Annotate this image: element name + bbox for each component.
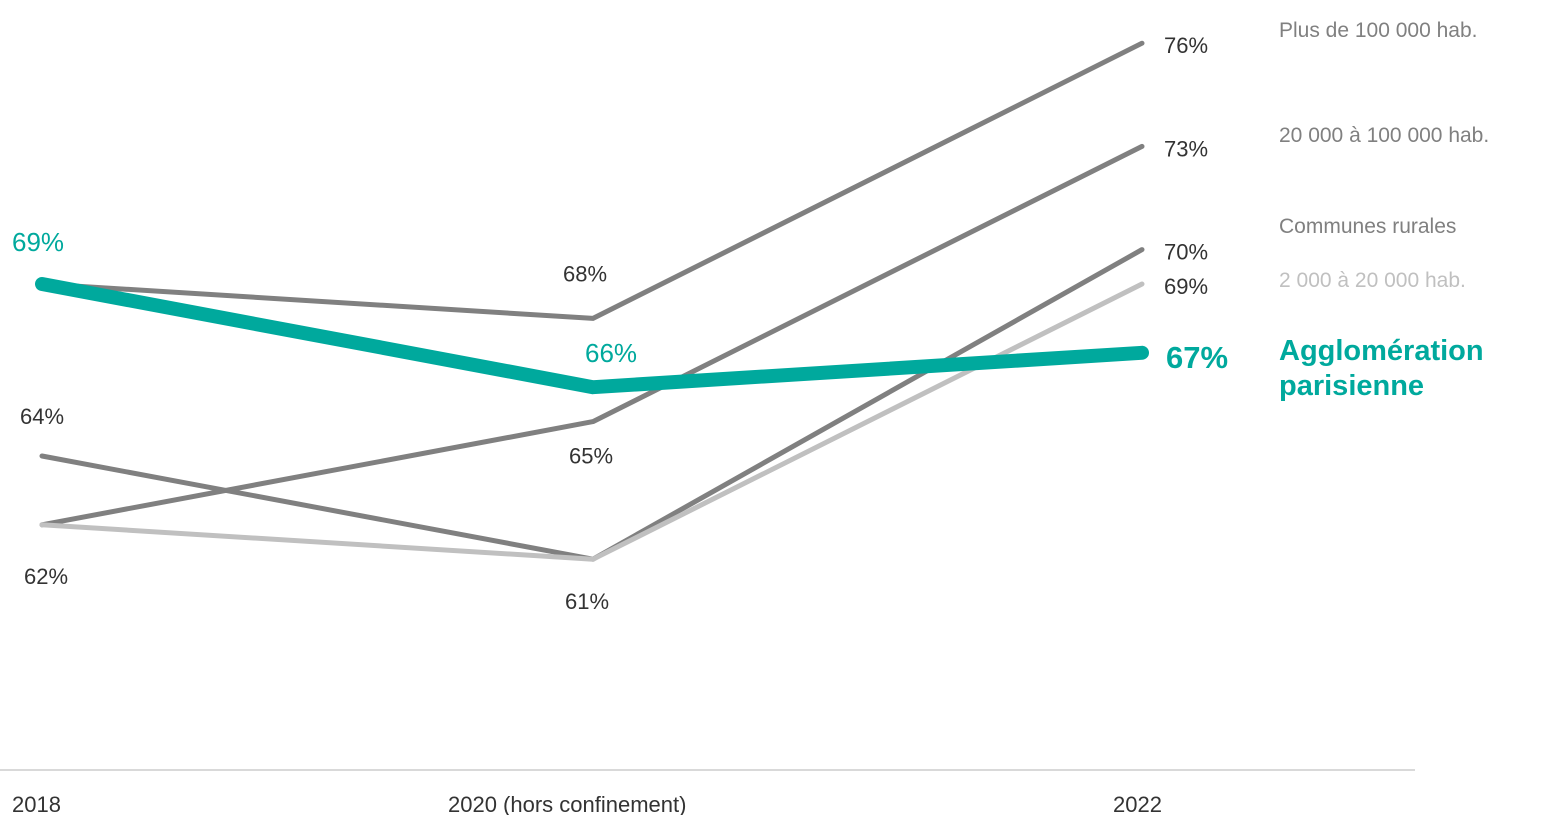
value-label-communes-rurales-0: 64% — [20, 404, 64, 429]
value-label-plus-de-100-000-hab-1: 68% — [563, 261, 607, 286]
series-name-2-000-a-20-000-hab: 2 000 à 20 000 hab. — [1279, 269, 1466, 292]
value-label-agglomeration-parisienne-2: 67% — [1166, 340, 1228, 375]
label-layer: 68% 76% 65% 73% 64% 61% 70% 62% 69% 69% 66% 67% Plus… — [12, 19, 1489, 614]
value-label-2-000-a-20-000-hab-2: 69% — [1164, 274, 1208, 299]
value-label-agglomeration-parisienne-1: 66% — [585, 338, 637, 368]
series-layer — [35, 40, 1149, 562]
series-name-agglomeration-parisienne: Agglomération parisienne — [1279, 335, 1484, 402]
value-label-agglomeration-parisienne-0: 69% — [12, 227, 64, 257]
x-tick-label-2: 2022 — [1113, 792, 1162, 815]
x-tick-label-1: 2020 (hors confinement) — [448, 792, 686, 815]
series-name-plus-de-100-000-hab: Plus de 100 000 hab. — [1279, 19, 1478, 42]
value-label-communes-rurales-1: 61% — [565, 589, 609, 614]
series-name-communes-rurales: Communes rurales — [1279, 215, 1456, 238]
value-label-plus-de-100-000-hab-2: 76% — [1164, 33, 1208, 58]
series-name-20-000-a-100-000-hab: 20 000 à 100 000 hab. — [1279, 124, 1489, 147]
x-tick-label-0: 2018 — [12, 792, 61, 815]
series-line-plus-de-100-000-hab — [39, 40, 1145, 321]
series-line-2-000-a-20-000-hab — [39, 281, 1145, 562]
value-label-communes-rurales-2: 70% — [1164, 240, 1208, 265]
value-label-20-000-a-100-000-hab-1: 65% — [569, 444, 613, 469]
value-label-2-000-a-20-000-hab-0: 62% — [24, 564, 68, 589]
x-tick-labels: 2018 2020 (hors confinement) 2022 — [12, 792, 1162, 815]
series-line-agglomeration-parisienne — [35, 277, 1149, 395]
value-label-20-000-a-100-000-hab-2: 73% — [1164, 136, 1208, 161]
